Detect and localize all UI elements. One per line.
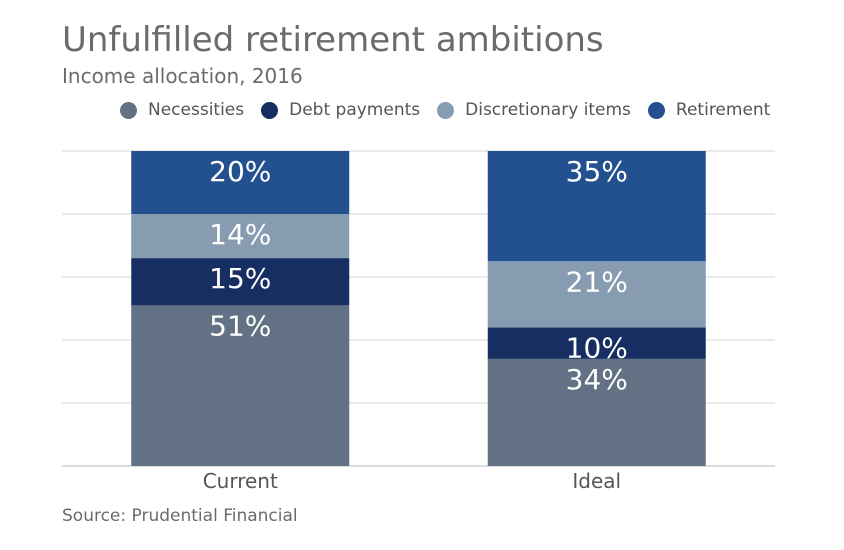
data-label: 10%: [566, 331, 628, 364]
legend-item-debt-payments: Debt payments: [261, 100, 420, 120]
legend-swatch-debt-payments: [261, 101, 279, 119]
bar-segment-discretionary-items-current: [131, 214, 350, 259]
bar-segment-necessities-current: [131, 305, 350, 466]
bar-segment-retirement-current: [131, 151, 350, 214]
legend-label-discretionary-items: Discretionary items: [465, 100, 631, 120]
source-note: Source: Prudential Financial: [62, 506, 298, 526]
legend-swatch-retirement: [647, 101, 665, 119]
legend-label-debt-payments: Debt payments: [289, 100, 421, 120]
data-label: 20%: [209, 155, 271, 188]
data-label: 34%: [566, 363, 628, 396]
legend: Necessities Debt payments Discretionary …: [120, 99, 787, 121]
data-label: 35%: [566, 155, 628, 188]
chart-title: Unfulfilled retirement ambitions: [62, 20, 604, 60]
bar-segment-debt-payments-current: [131, 258, 350, 306]
legend-label-retirement: Retirement: [675, 100, 771, 120]
data-label: 21%: [566, 265, 628, 298]
data-label: 51%: [209, 309, 271, 342]
bars: 51% 15% 14% 20% 34%10% 21% 35%: [131, 151, 706, 466]
bar-segment-discretionary-items-ideal: [487, 261, 706, 328]
data-label: 14%: [209, 218, 271, 251]
bar-segment-retirement-ideal: [487, 151, 706, 262]
category-labels: Current Ideal: [203, 469, 621, 493]
legend-item-retirement: Retirement: [647, 100, 771, 120]
category-label-current: Current: [203, 469, 278, 493]
bar-segment-debt-payments-ideal: [487, 327, 706, 359]
legend-swatch-discretionary-items: [437, 101, 455, 119]
legend-item-necessities: Necessities: [120, 100, 244, 120]
legend-swatch-necessities: [120, 101, 137, 119]
legend-label-necessities: Necessities: [148, 100, 245, 120]
legend-item-discretionary-items: Discretionary items: [437, 100, 631, 120]
data-label: 15%: [209, 262, 271, 295]
category-label-ideal: Ideal: [572, 469, 621, 493]
chart-subtitle: Income allocation, 2016: [62, 64, 303, 88]
bar-segment-necessities-ideal: [487, 358, 706, 466]
